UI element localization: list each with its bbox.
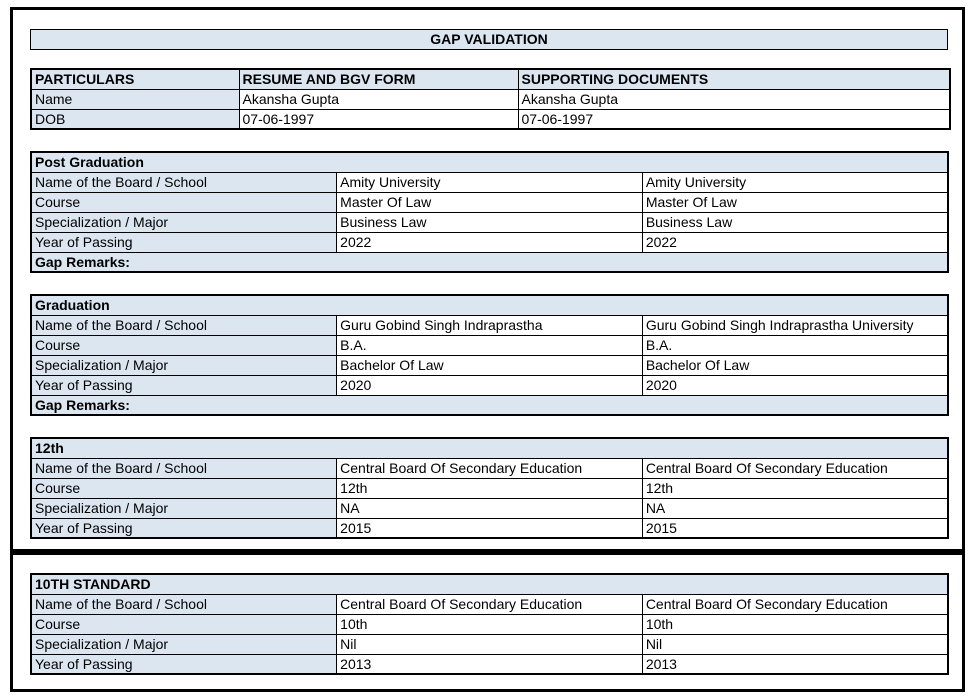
cell-supporting-value: 2020 — [641, 374, 949, 396]
tenth-standard-table: 10TH STANDARD Name of the Board / School… — [30, 573, 949, 675]
cell-resume-value: Business Law — [336, 211, 643, 233]
twelfth-table: 12th Name of the Board / School Central … — [30, 437, 949, 539]
cell-resume-value: NA — [336, 497, 643, 519]
cell-resume-value: Akansha Gupta — [238, 88, 519, 110]
cell-label: Course — [30, 334, 338, 356]
cell-supporting-value: 07-06-1997 — [517, 108, 951, 130]
cell-label: Year of Passing — [30, 231, 338, 253]
cell-resume-value: 2015 — [336, 517, 643, 539]
cell-supporting-value: Akansha Gupta — [517, 88, 951, 110]
cell-resume-value: Bachelor Of Law — [336, 354, 643, 376]
cell-supporting-value: Guru Gobind Singh Indraprastha Universit… — [641, 314, 949, 336]
gap-remarks-label: Gap Remarks: — [30, 251, 949, 273]
cell-resume-value: Central Board Of Secondary Education — [336, 457, 643, 479]
cell-resume-value: B.A. — [336, 334, 643, 356]
cell-supporting-value: B.A. — [641, 334, 949, 356]
gap-remarks-row: Gap Remarks: — [30, 251, 949, 273]
cell-label: Name — [30, 88, 240, 110]
table-row: Specialization / Major NA NA — [30, 497, 949, 519]
cell-supporting-value: Nil — [641, 633, 949, 655]
table-row: Year of Passing 2020 2020 — [30, 374, 949, 396]
main-document-box: GAP VALIDATION PARTICULARS RESUME AND BG… — [10, 7, 965, 552]
cell-resume-value: Amity University — [336, 171, 643, 193]
cell-supporting-value: 2015 — [641, 517, 949, 539]
cell-label: Specialization / Major — [30, 211, 338, 233]
table-header-row: PARTICULARS RESUME AND BGV FORM SUPPORTI… — [30, 68, 951, 90]
table-row: Specialization / Major Business Law Busi… — [30, 211, 949, 233]
cell-resume-value: Central Board Of Secondary Education — [336, 593, 643, 615]
section-heading: Post Graduation — [30, 151, 949, 173]
cell-supporting-value: 2013 — [641, 653, 949, 675]
cell-label: Year of Passing — [30, 653, 338, 675]
gap-remarks-label: Gap Remarks: — [30, 394, 949, 416]
cell-resume-value: Guru Gobind Singh Indraprastha — [336, 314, 643, 336]
cell-label: Name of the Board / School — [30, 171, 338, 193]
table-row: Specialization / Major Bachelor Of Law B… — [30, 354, 949, 376]
cell-supporting-value: Master Of Law — [641, 191, 949, 213]
cell-supporting-value: Central Board Of Secondary Education — [641, 593, 949, 615]
table-row: Course 10th 10th — [30, 613, 949, 635]
particulars-table: PARTICULARS RESUME AND BGV FORM SUPPORTI… — [30, 68, 951, 130]
cell-resume-value: 10th — [336, 613, 643, 635]
cell-resume-value: Master Of Law — [336, 191, 643, 213]
cell-resume-value: Nil — [336, 633, 643, 655]
cell-label: Name of the Board / School — [30, 314, 338, 336]
table-row: Name of the Board / School Amity Univers… — [30, 171, 949, 193]
table-row: DOB 07-06-1997 07-06-1997 — [30, 108, 951, 130]
cell-label: Specialization / Major — [30, 497, 338, 519]
table-row: Year of Passing 2022 2022 — [30, 231, 949, 253]
tenth-standard-box: 10TH STANDARD Name of the Board / School… — [10, 552, 965, 692]
cell-resume-value: 12th — [336, 477, 643, 499]
cell-label: Course — [30, 613, 338, 635]
table-row: Course 12th 12th — [30, 477, 949, 499]
table-row: Name of the Board / School Central Board… — [30, 457, 949, 479]
table-row: Name Akansha Gupta Akansha Gupta — [30, 88, 951, 110]
cell-label: Specialization / Major — [30, 354, 338, 376]
cell-supporting-value: Bachelor Of Law — [641, 354, 949, 376]
section-heading: 10TH STANDARD — [30, 573, 949, 595]
graduation-table: Graduation Name of the Board / School Gu… — [30, 294, 949, 416]
table-row: Year of Passing 2013 2013 — [30, 653, 949, 675]
cell-resume-value: 07-06-1997 — [238, 108, 519, 130]
cell-label: Name of the Board / School — [30, 457, 338, 479]
cell-resume-value: 2020 — [336, 374, 643, 396]
table-row: Specialization / Major Nil Nil — [30, 633, 949, 655]
table-row: Course Master Of Law Master Of Law — [30, 191, 949, 213]
cell-supporting-value: Business Law — [641, 211, 949, 233]
section-heading-row: 10TH STANDARD — [30, 573, 949, 595]
table-row: Course B.A. B.A. — [30, 334, 949, 356]
section-heading: 12th — [30, 437, 949, 459]
cell-label: Specialization / Major — [30, 633, 338, 655]
gap-remarks-row: Gap Remarks: — [30, 394, 949, 416]
table-row: Name of the Board / School Guru Gobind S… — [30, 314, 949, 336]
cell-label: Name of the Board / School — [30, 593, 338, 615]
cell-supporting-value: 12th — [641, 477, 949, 499]
column-header-resume-bgv: RESUME AND BGV FORM — [238, 68, 519, 90]
cell-label: Year of Passing — [30, 374, 338, 396]
cell-supporting-value: NA — [641, 497, 949, 519]
document-title: GAP VALIDATION — [30, 29, 948, 50]
cell-supporting-value: 2022 — [641, 231, 949, 253]
section-heading-row: 12th — [30, 437, 949, 459]
cell-resume-value: 2022 — [336, 231, 643, 253]
cell-label: Year of Passing — [30, 517, 338, 539]
table-row: Year of Passing 2015 2015 — [30, 517, 949, 539]
cell-resume-value: 2013 — [336, 653, 643, 675]
cell-label: Course — [30, 477, 338, 499]
post-graduation-table: Post Graduation Name of the Board / Scho… — [30, 151, 949, 273]
section-heading-row: Graduation — [30, 294, 949, 316]
cell-supporting-value: Amity University — [641, 171, 949, 193]
section-heading-row: Post Graduation — [30, 151, 949, 173]
cell-label: DOB — [30, 108, 240, 130]
column-header-supporting-docs: SUPPORTING DOCUMENTS — [517, 68, 951, 90]
table-row: Name of the Board / School Central Board… — [30, 593, 949, 615]
cell-supporting-value: 10th — [641, 613, 949, 635]
cell-label: Course — [30, 191, 338, 213]
section-heading: Graduation — [30, 294, 949, 316]
column-header-particulars: PARTICULARS — [30, 68, 240, 90]
cell-supporting-value: Central Board Of Secondary Education — [641, 457, 949, 479]
